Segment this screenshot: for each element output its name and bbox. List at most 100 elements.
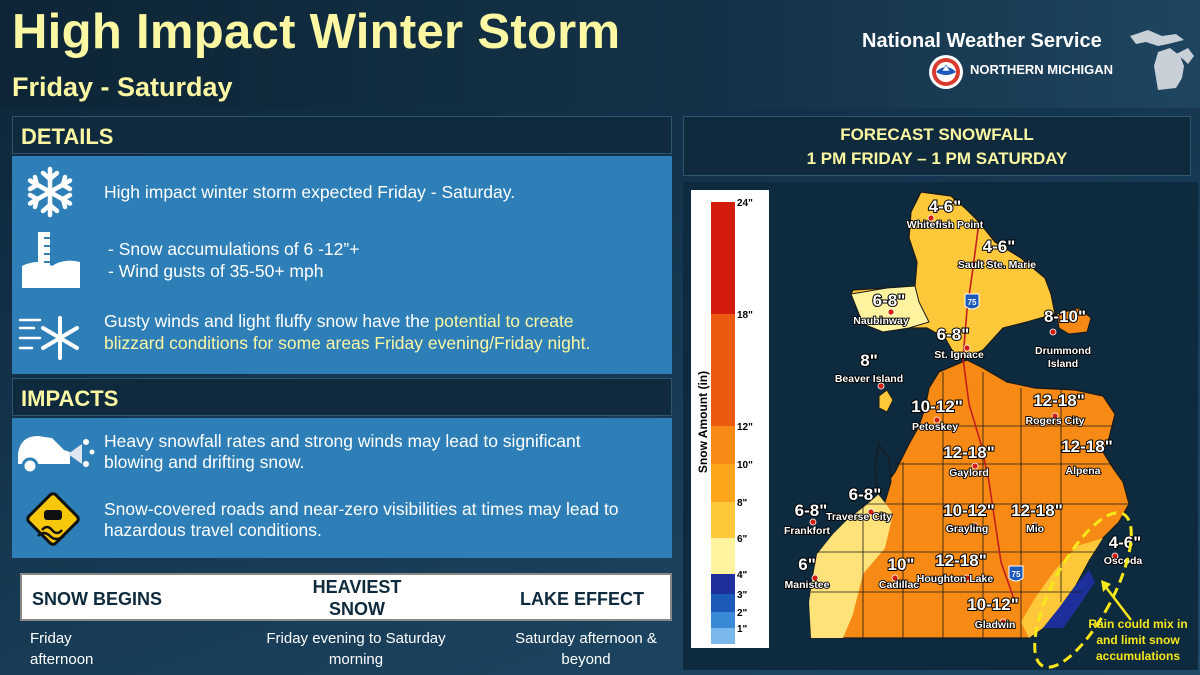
heaviest-snow-value-2: morning xyxy=(328,651,384,668)
impacts-line-2b: hazardous travel conditions. xyxy=(104,520,322,540)
map-title-line-1: FORECAST SNOWFALL xyxy=(840,125,1034,144)
legend-ticks: 24" 18" 12" 10" 8" 6" 4" 3" 2" 1" xyxy=(737,198,753,635)
nws-logo-icon xyxy=(929,55,963,89)
snowfall-map: 24" 18" 12" 10" 8" 6" 4" 3" 2" 1" Snow Amount (in… xyxy=(683,182,1198,670)
city-dots xyxy=(809,214,1119,626)
lake-michigan-shore-light-zone xyxy=(809,494,893,638)
snowfall-amount-label: 10-12" xyxy=(967,595,1019,614)
snow-begins-value-2: afternoon xyxy=(30,651,94,668)
city-dot xyxy=(999,618,1007,626)
snowfall-amount-label: 10-12" xyxy=(943,501,995,520)
wind-text-highlight: potential to create xyxy=(434,311,574,331)
city-dot xyxy=(1089,468,1097,476)
i75-shield-upper: 75 xyxy=(964,293,980,310)
details-line-1: High impact winter storm expected Friday… xyxy=(104,182,516,202)
city-name-label: Grayling xyxy=(946,523,989,535)
legend-segment xyxy=(711,314,735,426)
legend-segment xyxy=(711,464,735,502)
legend-tick-label: 24" xyxy=(737,198,753,209)
impacts-line-2a: Snow-covered roads and near-zero visibil… xyxy=(104,499,619,519)
snowfall-amount-label: 8" xyxy=(860,351,878,370)
snowfall-amount-label: 4-6" xyxy=(929,197,962,216)
details-bullet-2: - Wind gusts of 35-50+ mph xyxy=(108,261,324,281)
legend-tick-label: 12" xyxy=(737,422,753,433)
legend-tick-label: 4" xyxy=(737,570,748,581)
i75-shield-lower: 75 xyxy=(1008,565,1024,582)
city-name-label: Drummond xyxy=(1035,345,1091,357)
lake-effect-value-1: Saturday afternoon & xyxy=(515,630,657,647)
svg-text:75: 75 xyxy=(1012,570,1021,579)
legend-tick-label: 3" xyxy=(737,590,748,601)
legend-tick-label: 10" xyxy=(737,460,753,471)
city-name-label: Gladwin xyxy=(975,619,1016,631)
lake-effect-label: LAKE EFFECT xyxy=(520,589,644,609)
snowfall-amount-label: 6-8" xyxy=(937,325,970,344)
legend-tick-label: 8" xyxy=(737,498,748,509)
legend-segment xyxy=(711,538,735,574)
impacts-line-1b: blowing and drifting snow. xyxy=(104,452,305,472)
impacts-line-1a: Heavy snowfall rates and strong winds ma… xyxy=(104,431,581,451)
michigan-silhouette-icon xyxy=(1130,30,1194,90)
city-dot xyxy=(985,258,993,266)
heaviest-snow-label-2: SNOW xyxy=(329,599,385,619)
county-grid xyxy=(811,372,1129,638)
snowfall-amount-label: 4-6" xyxy=(1109,533,1142,552)
city-dot xyxy=(971,462,979,470)
city-dot xyxy=(927,214,935,222)
city-dot xyxy=(867,508,875,516)
details-heading: DETAILS xyxy=(21,124,114,149)
city-name-label: Petoskey xyxy=(912,421,958,433)
map-title-line-2: 1 PM FRIDAY – 1 PM SATURDAY xyxy=(806,149,1068,168)
heaviest-snow-label-1: HEAVIEST xyxy=(312,577,402,597)
city-name-label: Oscoda xyxy=(1104,555,1143,567)
city-dot xyxy=(1051,412,1059,420)
city-name-label: Whitefish Point xyxy=(907,219,984,231)
details-panel: High impact winter storm expected Friday… xyxy=(12,156,672,374)
snowfall-amount-label: 12-18" xyxy=(1011,501,1063,520)
impacts-panel: Heavy snowfall rates and strong winds ma… xyxy=(12,418,672,558)
timeline-header-bar: SNOW BEGINS HEAVIEST SNOW LAKE EFFECT xyxy=(20,573,672,621)
snow-accumulation-icon xyxy=(22,232,80,288)
city-name-label: Traverse City xyxy=(826,511,892,523)
legend-title: Snow Amount (in) xyxy=(696,371,710,473)
snowfall-amount-label: 8-10" xyxy=(1044,307,1086,326)
map-header: FORECAST SNOWFALL 1 PM FRIDAY – 1 PM SAT… xyxy=(683,116,1191,176)
grand-traverse-bay-shape xyxy=(874,442,892,504)
city-name-label: Houghton Lake xyxy=(917,573,994,585)
legend-segment xyxy=(711,202,735,314)
city-name-label: Naubinway xyxy=(853,315,909,327)
city-name-label: Gaylord xyxy=(949,467,989,479)
wind-text-plain: Gusty winds and light fluffy snow have t… xyxy=(104,311,435,331)
header-banner: High Impact Winter Storm Friday - Saturd… xyxy=(0,0,1200,108)
saginaw-bay-low-zone xyxy=(1043,570,1095,628)
legend-segment xyxy=(711,628,735,644)
city-name-label: Cadillac xyxy=(879,579,919,591)
city-dot xyxy=(811,574,819,582)
city-dot xyxy=(963,574,971,582)
blowing-snow-icon xyxy=(18,316,79,360)
city-name-label: Mio xyxy=(1026,523,1044,535)
details-wind-line-1: Gusty winds and light fluffy snow have t… xyxy=(104,310,574,332)
legend-segment xyxy=(711,574,735,594)
city-name-label: Island xyxy=(1048,358,1078,370)
city-dot xyxy=(971,522,979,530)
legend-tick-label: 6" xyxy=(737,534,748,545)
rain-mix-arrow xyxy=(1104,585,1132,621)
city-dot xyxy=(963,344,971,352)
city-dot xyxy=(891,574,899,582)
snowfall-amount-label: 6-8" xyxy=(873,291,906,310)
rain-mix-note-2: and limit snow xyxy=(1096,633,1180,647)
svg-text:75: 75 xyxy=(968,298,977,307)
snow-begins-label: SNOW BEGINS xyxy=(32,589,163,609)
city-dot xyxy=(887,308,895,316)
legend-tick-label: 2" xyxy=(737,608,748,619)
rain-mix-arrowhead xyxy=(1101,580,1111,592)
page-subtitle: Friday - Saturday xyxy=(12,72,233,102)
agency-name: National Weather Service xyxy=(862,30,1102,52)
rain-mix-note-3: accumulations xyxy=(1096,649,1180,663)
snowfall-amount-label: 6" xyxy=(798,555,816,574)
details-bullet-1: - Snow accumulations of 6 -12”+ xyxy=(108,239,360,259)
lake-effect-value-2: beyond xyxy=(561,651,611,668)
details-wind-line-2: blizzard conditions for some areas Frida… xyxy=(104,333,591,353)
city-dot xyxy=(877,382,885,390)
